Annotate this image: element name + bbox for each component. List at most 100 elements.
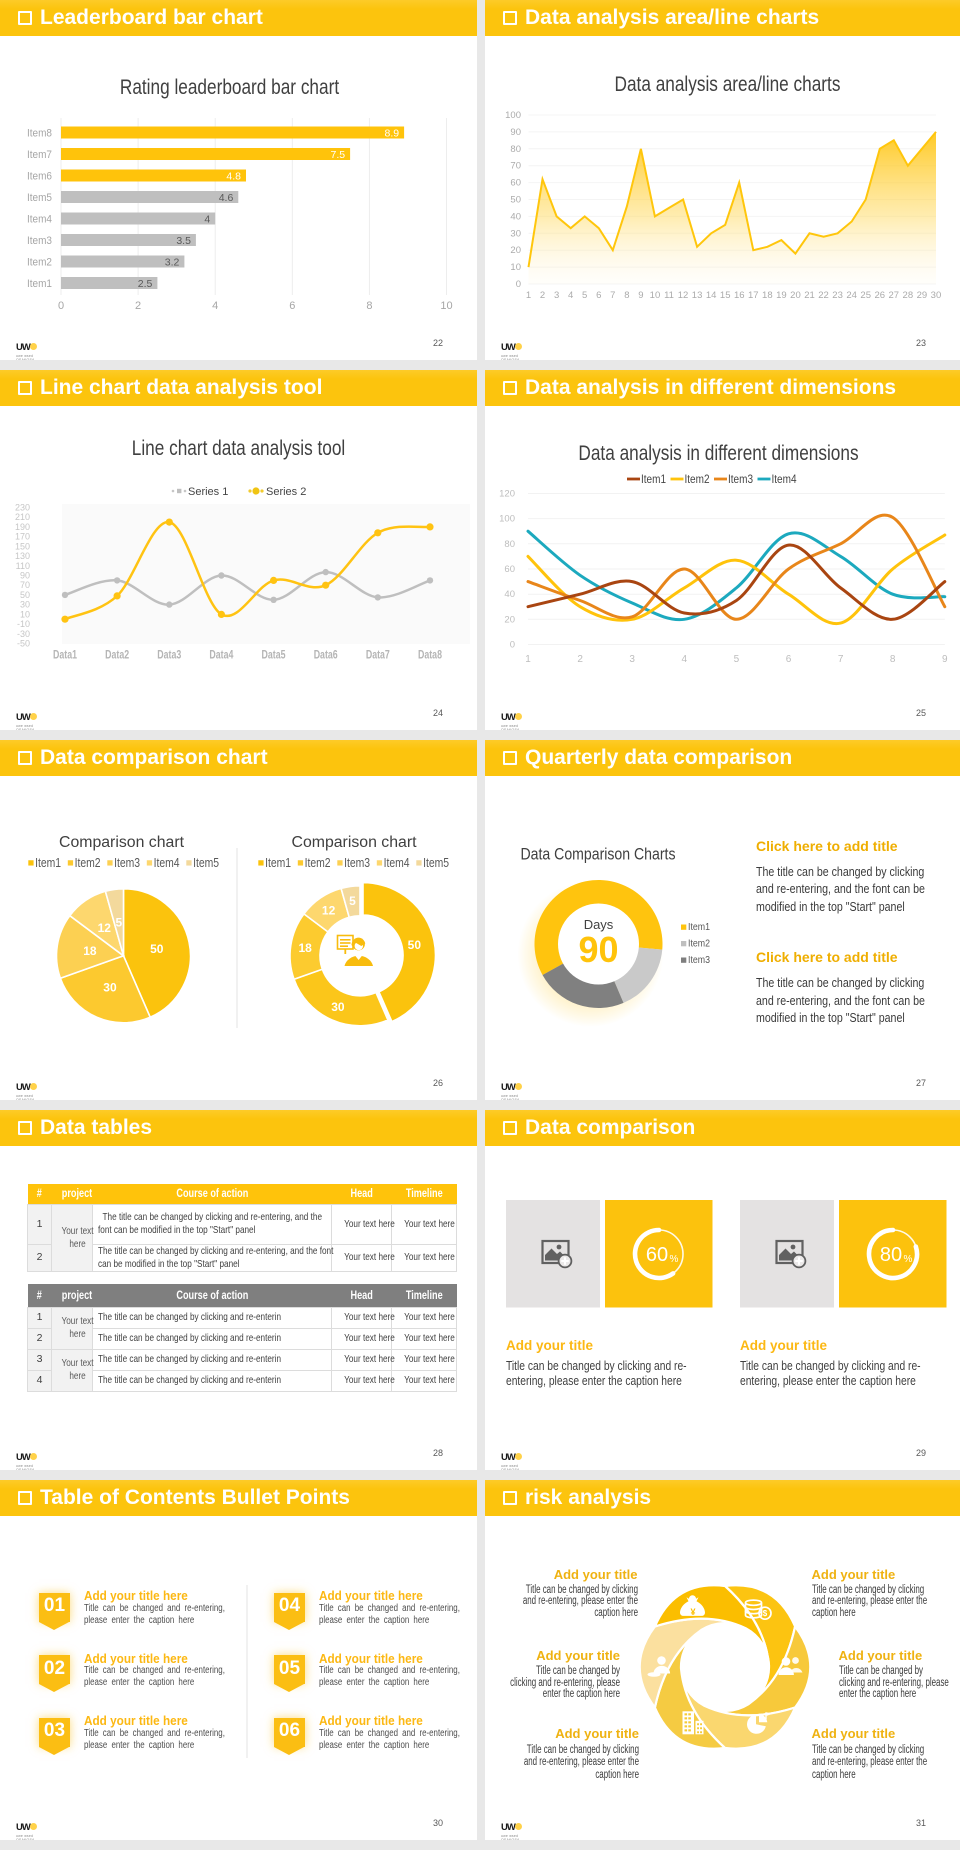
svg-text:60: 60 <box>504 564 515 575</box>
svg-text:230: 230 <box>15 503 30 513</box>
svg-text:27: 27 <box>889 290 900 301</box>
svg-text:Item5: Item5 <box>27 192 52 204</box>
svg-text:Data2: Data2 <box>105 650 129 662</box>
svg-text:110: 110 <box>16 561 30 571</box>
svg-text:Item2: Item2 <box>305 855 331 870</box>
svg-text:18: 18 <box>298 941 312 955</box>
svg-text:18: 18 <box>762 290 773 301</box>
svg-text:Item4: Item4 <box>27 214 52 226</box>
svg-text:Item1: Item1 <box>688 921 710 933</box>
svg-text:Item2: Item2 <box>688 938 710 950</box>
svg-text:100: 100 <box>505 110 521 121</box>
svg-text:4: 4 <box>568 290 573 301</box>
svg-text:15: 15 <box>720 290 731 301</box>
svg-text:Item4: Item4 <box>384 855 410 870</box>
svg-text:30: 30 <box>931 290 942 301</box>
svg-text:8: 8 <box>366 300 372 312</box>
svg-text:Item1: Item1 <box>35 855 61 870</box>
svg-text:Series 2: Series 2 <box>266 486 306 498</box>
svg-text:%: % <box>670 1254 679 1265</box>
svg-text:Item5: Item5 <box>423 855 449 870</box>
svg-text:12: 12 <box>98 921 112 935</box>
svg-text:Series 1: Series 1 <box>188 486 228 498</box>
svg-text:Item2: Item2 <box>685 472 710 486</box>
svg-text:50: 50 <box>20 590 30 600</box>
svg-text:4: 4 <box>682 654 688 665</box>
svg-text:0: 0 <box>510 640 515 651</box>
svg-text:1: 1 <box>526 290 531 301</box>
svg-text:6: 6 <box>289 300 295 312</box>
svg-text:Item3: Item3 <box>344 855 370 870</box>
svg-text:90: 90 <box>578 929 618 970</box>
svg-text:50: 50 <box>150 942 164 956</box>
svg-text:$: $ <box>763 1609 768 1618</box>
svg-text:4.6: 4.6 <box>219 192 234 204</box>
svg-text:Item8: Item8 <box>27 128 52 140</box>
svg-text:4: 4 <box>204 214 210 226</box>
svg-text:23: 23 <box>832 290 843 301</box>
svg-text:30: 30 <box>331 1000 345 1014</box>
svg-text:-10: -10 <box>17 619 30 629</box>
svg-text:Item2: Item2 <box>27 257 52 269</box>
svg-text:3: 3 <box>629 654 635 665</box>
svg-text:60: 60 <box>646 1244 668 1266</box>
svg-text:80: 80 <box>504 539 515 550</box>
svg-text:25: 25 <box>860 290 871 301</box>
svg-text:Data5: Data5 <box>262 650 286 662</box>
svg-text:5: 5 <box>116 915 123 929</box>
svg-text:11: 11 <box>664 290 674 301</box>
svg-text:Data3: Data3 <box>157 650 181 662</box>
svg-text:Data Comparison Charts: Data Comparison Charts <box>521 845 676 864</box>
svg-text:Item3: Item3 <box>27 235 52 247</box>
svg-text:Item1: Item1 <box>641 472 666 486</box>
svg-text:50: 50 <box>510 195 521 206</box>
svg-text:29: 29 <box>917 290 928 301</box>
svg-text:Data4: Data4 <box>209 650 233 662</box>
svg-text:12: 12 <box>678 290 689 301</box>
svg-text:210: 210 <box>15 512 30 522</box>
svg-text:-50: -50 <box>17 639 30 649</box>
svg-text:150: 150 <box>15 541 30 551</box>
svg-text:20: 20 <box>504 614 515 625</box>
svg-text:8: 8 <box>890 654 896 665</box>
svg-text:190: 190 <box>15 522 30 532</box>
svg-text:28: 28 <box>903 290 914 301</box>
svg-text:0: 0 <box>516 279 521 290</box>
svg-text:50: 50 <box>408 938 422 952</box>
svg-text:Data7: Data7 <box>366 650 390 662</box>
svg-text:90: 90 <box>20 571 30 581</box>
svg-text:2.5: 2.5 <box>138 278 153 290</box>
svg-text:8.9: 8.9 <box>384 128 399 140</box>
svg-text:2: 2 <box>577 654 583 665</box>
svg-text:120: 120 <box>499 488 515 499</box>
svg-text:Item1: Item1 <box>27 278 52 290</box>
svg-text:7: 7 <box>838 654 844 665</box>
svg-text:100: 100 <box>499 514 515 525</box>
svg-text:30: 30 <box>20 600 30 610</box>
svg-text:2: 2 <box>540 290 545 301</box>
svg-text:70: 70 <box>510 161 521 172</box>
svg-text:22: 22 <box>818 290 829 301</box>
svg-text:17: 17 <box>748 290 759 301</box>
svg-text:9: 9 <box>942 654 948 665</box>
svg-text:Data8: Data8 <box>418 650 442 662</box>
svg-text:3: 3 <box>554 290 559 301</box>
svg-text:%: % <box>904 1254 913 1265</box>
svg-text:Item3: Item3 <box>728 472 753 486</box>
svg-text:130: 130 <box>15 551 30 561</box>
svg-text:19: 19 <box>776 290 787 301</box>
svg-text:60: 60 <box>510 178 521 189</box>
svg-text:14: 14 <box>706 290 717 301</box>
svg-text:24: 24 <box>846 290 857 301</box>
svg-text:Item5: Item5 <box>193 855 219 870</box>
svg-text:0: 0 <box>58 300 64 312</box>
svg-text:Item1: Item1 <box>265 855 291 870</box>
svg-text:10: 10 <box>650 290 661 301</box>
svg-text:1: 1 <box>525 654 531 665</box>
svg-text:6: 6 <box>596 290 601 301</box>
svg-text:10: 10 <box>510 262 521 273</box>
svg-text:6: 6 <box>786 654 792 665</box>
svg-text:5: 5 <box>349 894 356 908</box>
svg-text:10: 10 <box>440 300 452 312</box>
svg-text:Item4: Item4 <box>772 472 797 486</box>
